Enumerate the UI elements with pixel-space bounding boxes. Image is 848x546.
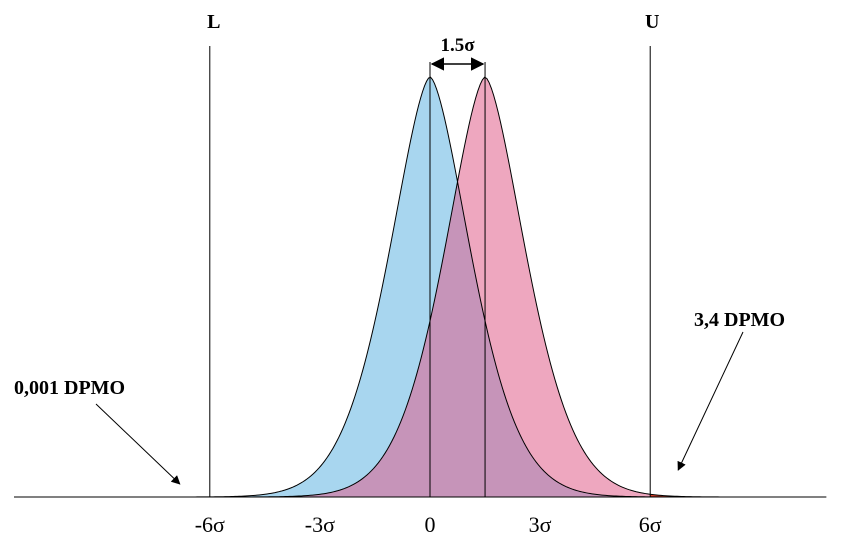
overlap-area bbox=[147, 184, 746, 497]
lower-dpmo-arrow bbox=[95, 403, 181, 485]
x-tick-label: -6σ bbox=[195, 512, 225, 537]
shift-label: 1.5σ bbox=[440, 35, 475, 56]
upper-dpmo-annotation: 3,4 DPMO bbox=[694, 309, 785, 331]
upper-limit-label: U bbox=[645, 11, 659, 33]
lower-limit-label: L bbox=[207, 11, 220, 33]
x-tick-label: 0 bbox=[425, 512, 436, 537]
x-tick-label: -3σ bbox=[305, 512, 335, 537]
x-tick-label: 6σ bbox=[639, 512, 662, 537]
shifted-distribution-area bbox=[147, 77, 827, 498]
upper-dpmo-arrow bbox=[677, 331, 744, 471]
x-tick-label: 3σ bbox=[529, 512, 552, 537]
x-tick-labels: -6σ -3σ 0 3σ 6σ bbox=[195, 512, 662, 537]
lower-dpmo-annotation: 0,001 DPMO bbox=[14, 377, 125, 399]
